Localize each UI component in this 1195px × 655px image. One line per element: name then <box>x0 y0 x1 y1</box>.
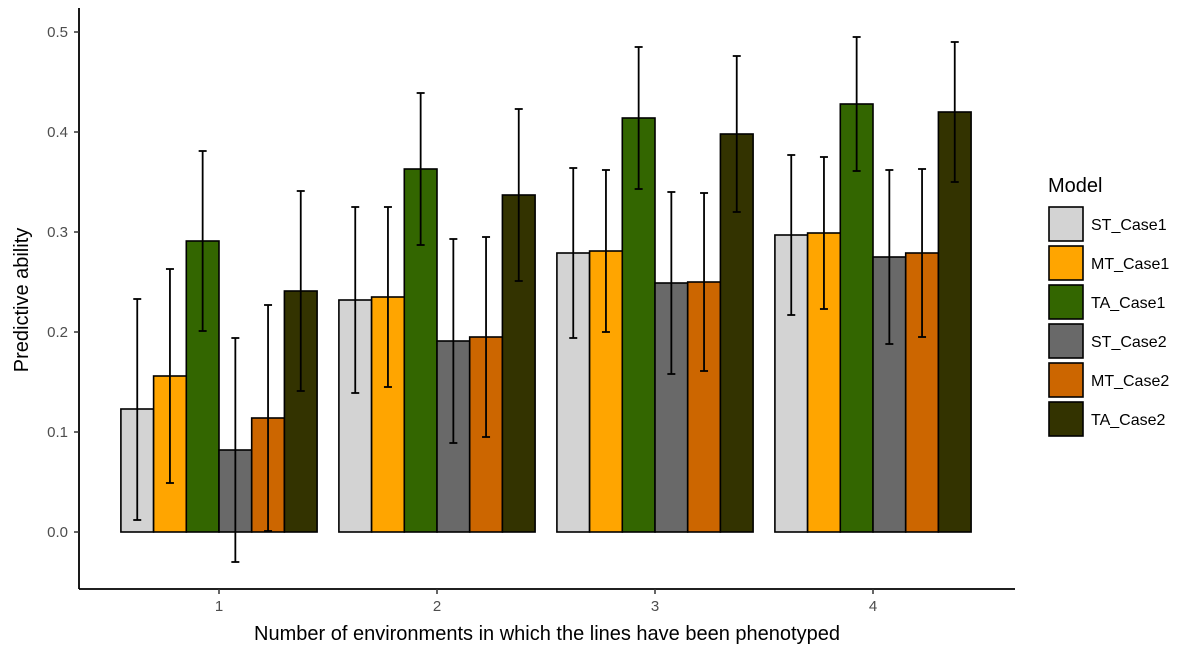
errorbar-TA_Case1-1 <box>198 150 207 332</box>
errorbar-TA_Case1-3 <box>634 46 643 190</box>
errorbar-MT_Case1-4 <box>819 156 828 310</box>
ticks-layer: 0.0 0.1 0.2 0.3 0.4 0.5 1 2 3 4 <box>47 24 877 615</box>
errorbar-MT_Case2-1 <box>264 304 273 532</box>
errorbar-MT_Case1-2 <box>383 206 392 388</box>
errorbar-TA_Case2-1 <box>296 190 305 392</box>
errorbar-ST_Case1-4 <box>787 154 796 316</box>
legend-swatch <box>1048 206 1084 242</box>
x-tick-label: 2 <box>433 598 441 615</box>
x-tick-label: 1 <box>215 598 223 615</box>
errorbar-MT_Case2-3 <box>700 192 709 372</box>
errorbar-MT_Case2-2 <box>482 236 491 438</box>
errorbar-ST_Case1-2 <box>351 206 360 394</box>
errorbar-TA_Case2-2 <box>514 108 523 282</box>
legend-swatch <box>1048 245 1084 281</box>
legend-label: TA_Case1 <box>1091 295 1166 312</box>
legend-swatch <box>1048 401 1084 437</box>
errorbar-TA_Case1-4 <box>852 36 861 172</box>
y-tick-label: 0.5 <box>47 24 68 41</box>
y-tick-label: 0.3 <box>47 224 68 241</box>
x-tick-label: 3 <box>651 598 659 615</box>
x-axis-title: Number of environments in which the line… <box>254 623 840 645</box>
legend-label: MT_Case1 <box>1091 256 1169 273</box>
errorbar-MT_Case2-4 <box>918 168 927 338</box>
legend-swatch <box>1048 323 1084 359</box>
errorbar-ST_Case2-2 <box>449 238 458 444</box>
y-tick-label: 0.1 <box>47 424 68 441</box>
legend-label: ST_Case2 <box>1091 334 1167 351</box>
y-tick-label: 0.0 <box>47 524 68 541</box>
bars-layer <box>120 103 972 533</box>
errorbar-TA_Case2-3 <box>732 55 741 213</box>
errorbar-MT_Case1-1 <box>165 268 174 484</box>
bar-TA_Case1-1 <box>185 240 220 533</box>
y-axis-title: Predictive ability <box>11 228 33 373</box>
legend-item-ST_Case1: ST_Case1 <box>1048 206 1167 242</box>
errorbar-TA_Case2-4 <box>950 41 959 183</box>
errorbar-ST_Case2-1 <box>231 337 240 563</box>
legend-label: TA_Case2 <box>1091 412 1166 429</box>
errorbars-layer <box>133 36 959 563</box>
legend-item-MT_Case2: MT_Case2 <box>1048 362 1169 398</box>
errorbar-ST_Case1-1 <box>133 298 142 521</box>
errorbar-MT_Case1-3 <box>601 169 610 333</box>
legend-swatch <box>1048 284 1084 320</box>
errorbar-ST_Case2-3 <box>667 191 676 375</box>
legend-label: MT_Case2 <box>1091 373 1169 390</box>
legend-item-ST_Case2: ST_Case2 <box>1048 323 1167 359</box>
errorbar-ST_Case1-3 <box>569 167 578 339</box>
legend-item-TA_Case1: TA_Case1 <box>1048 284 1166 320</box>
errorbar-ST_Case2-4 <box>885 169 894 345</box>
x-tick-label: 4 <box>869 598 877 615</box>
legend-item-TA_Case2: TA_Case2 <box>1048 401 1166 437</box>
legend-item-MT_Case1: MT_Case1 <box>1048 245 1169 281</box>
legend-title: Model <box>1048 175 1102 197</box>
errorbar-TA_Case1-2 <box>416 92 425 246</box>
bar-TA_Case1-4 <box>839 103 874 533</box>
y-tick-label: 0.4 <box>47 124 68 141</box>
y-tick-label: 0.2 <box>47 324 68 341</box>
legend: Model ST_Case1 MT_Case1 TA_Case1 ST_Case2 MT… <box>1048 175 1169 437</box>
legend-label: ST_Case1 <box>1091 217 1167 234</box>
legend-swatch <box>1048 362 1084 398</box>
axes-layer <box>78 8 1015 590</box>
